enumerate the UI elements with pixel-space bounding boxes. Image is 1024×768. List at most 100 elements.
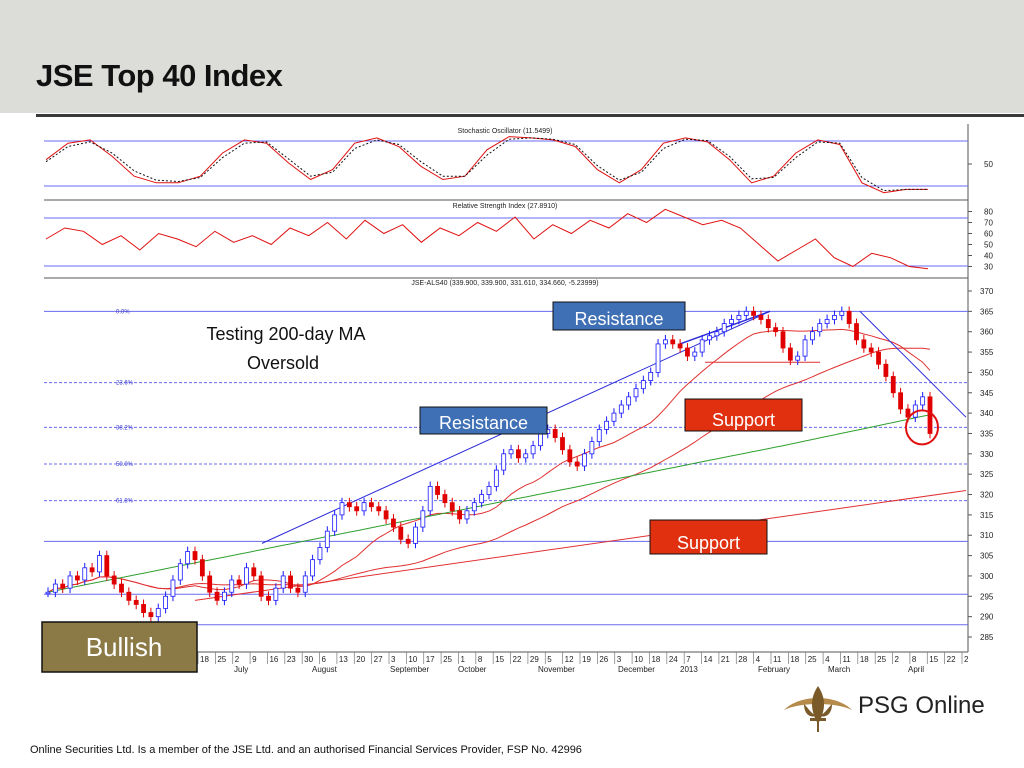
candle-body bbox=[780, 331, 786, 349]
y-tick-label: 50 bbox=[984, 160, 993, 169]
candle-body bbox=[604, 420, 609, 430]
resistance-callout-box bbox=[419, 406, 548, 435]
rsi-title: Relative Strength Index (27.8910) bbox=[453, 203, 558, 210]
candle-body bbox=[420, 510, 426, 528]
candle-body bbox=[185, 551, 191, 565]
candle-body bbox=[582, 453, 587, 467]
stoch-series-line bbox=[45, 137, 928, 192]
candle-body bbox=[824, 319, 830, 324]
candle-body bbox=[692, 351, 698, 357]
y-tick-label: 295 bbox=[980, 592, 994, 601]
candle-body bbox=[898, 392, 903, 410]
candle-body bbox=[736, 315, 742, 320]
x-tick-label: 8 bbox=[478, 655, 483, 664]
candle-body bbox=[751, 310, 756, 316]
candle-body bbox=[45, 591, 51, 595]
x-tick-label: 9 bbox=[252, 655, 257, 664]
candle-body bbox=[508, 449, 514, 455]
candle-body bbox=[67, 575, 73, 589]
candle-body bbox=[258, 575, 264, 597]
candle-body bbox=[743, 310, 749, 316]
x-tick-label: 25 bbox=[808, 655, 817, 664]
month-label: February bbox=[758, 665, 790, 674]
x-tick-label: 4 bbox=[825, 655, 830, 664]
candle-body bbox=[376, 506, 382, 512]
candle-body bbox=[273, 587, 279, 601]
ma-medium-line bbox=[47, 347, 931, 593]
y-tick-label: 50 bbox=[984, 241, 993, 250]
candle-body bbox=[288, 575, 293, 589]
support-callout-label: Support bbox=[712, 410, 775, 430]
candle-body bbox=[626, 396, 632, 406]
candle-body bbox=[251, 567, 257, 577]
candle-body bbox=[104, 555, 110, 577]
x-tick-label: 14 bbox=[704, 655, 713, 664]
candle-body bbox=[552, 428, 558, 438]
x-tick-label: 30 bbox=[304, 655, 313, 664]
candle-body bbox=[765, 319, 771, 329]
candle-body bbox=[192, 551, 198, 561]
stock-chart: Stochastic Oscillator (11.5499) 50 Relativ… bbox=[41, 124, 994, 674]
x-tick-label: 27 bbox=[374, 655, 383, 664]
candle-body bbox=[471, 502, 477, 512]
x-tick-label: 28 bbox=[738, 655, 747, 664]
month-label: December bbox=[618, 665, 655, 674]
resistance-callout-box bbox=[552, 301, 686, 331]
x-tick-label: 22 bbox=[947, 655, 956, 664]
month-label: April bbox=[908, 665, 924, 674]
candle-body bbox=[773, 327, 779, 333]
candle-body bbox=[721, 323, 727, 333]
x-tick-label: 10 bbox=[408, 655, 417, 664]
candle-body bbox=[310, 559, 316, 577]
candle-body bbox=[126, 591, 132, 601]
candle-body bbox=[89, 567, 95, 573]
fib-label: 50.0% bbox=[116, 462, 134, 468]
candle-body bbox=[302, 575, 308, 593]
x-tick-label: 26 bbox=[599, 655, 608, 664]
x-tick-label: 18 bbox=[651, 655, 660, 664]
y-tick-label: 315 bbox=[980, 511, 994, 520]
x-tick-label: 10 bbox=[634, 655, 643, 664]
candle-body bbox=[861, 339, 867, 349]
x-tick-label: 13 bbox=[339, 655, 348, 664]
x-tick-label: 17 bbox=[426, 655, 435, 664]
resistance-callout-label: Resistance bbox=[574, 309, 663, 329]
x-tick-label: 25 bbox=[217, 655, 226, 664]
month-label: September bbox=[390, 665, 429, 674]
support-callout-box bbox=[684, 398, 803, 432]
candle-body bbox=[486, 485, 492, 495]
candle-body bbox=[339, 502, 345, 516]
y-tick-label: 355 bbox=[980, 348, 994, 357]
x-tick-label: 24 bbox=[669, 655, 678, 664]
candle-body bbox=[75, 575, 80, 581]
candle-body bbox=[60, 583, 66, 589]
candle-body bbox=[383, 510, 389, 520]
header-divider bbox=[36, 114, 1024, 117]
candle-body bbox=[729, 319, 734, 324]
candle-body bbox=[479, 494, 485, 504]
candle-body bbox=[148, 612, 154, 618]
ma-short-line bbox=[47, 328, 931, 593]
candle-body bbox=[141, 604, 146, 613]
candle-body bbox=[685, 347, 690, 357]
annotation-text: Oversold bbox=[247, 353, 319, 373]
y-tick-label: 285 bbox=[980, 633, 994, 642]
candle-body bbox=[464, 510, 470, 520]
fib-label: 23.6% bbox=[116, 381, 134, 387]
footer-disclaimer: Online Securities Ltd. Is a member of th… bbox=[30, 744, 582, 756]
x-tick-label: 3 bbox=[617, 655, 622, 664]
x-tick-label: 23 bbox=[287, 655, 296, 664]
candle-body bbox=[787, 347, 793, 361]
candle-body bbox=[560, 437, 565, 451]
candle-body bbox=[640, 380, 646, 390]
candle-body bbox=[493, 469, 499, 487]
candle-body bbox=[449, 502, 455, 512]
candle-body bbox=[846, 310, 852, 324]
y-tick-label: 370 bbox=[980, 287, 994, 296]
candle-body bbox=[611, 412, 617, 422]
candle-body bbox=[199, 559, 205, 577]
candle-body bbox=[398, 526, 404, 540]
candle-body bbox=[324, 530, 330, 548]
support-callout-box bbox=[649, 519, 768, 555]
candle-body bbox=[699, 339, 705, 353]
